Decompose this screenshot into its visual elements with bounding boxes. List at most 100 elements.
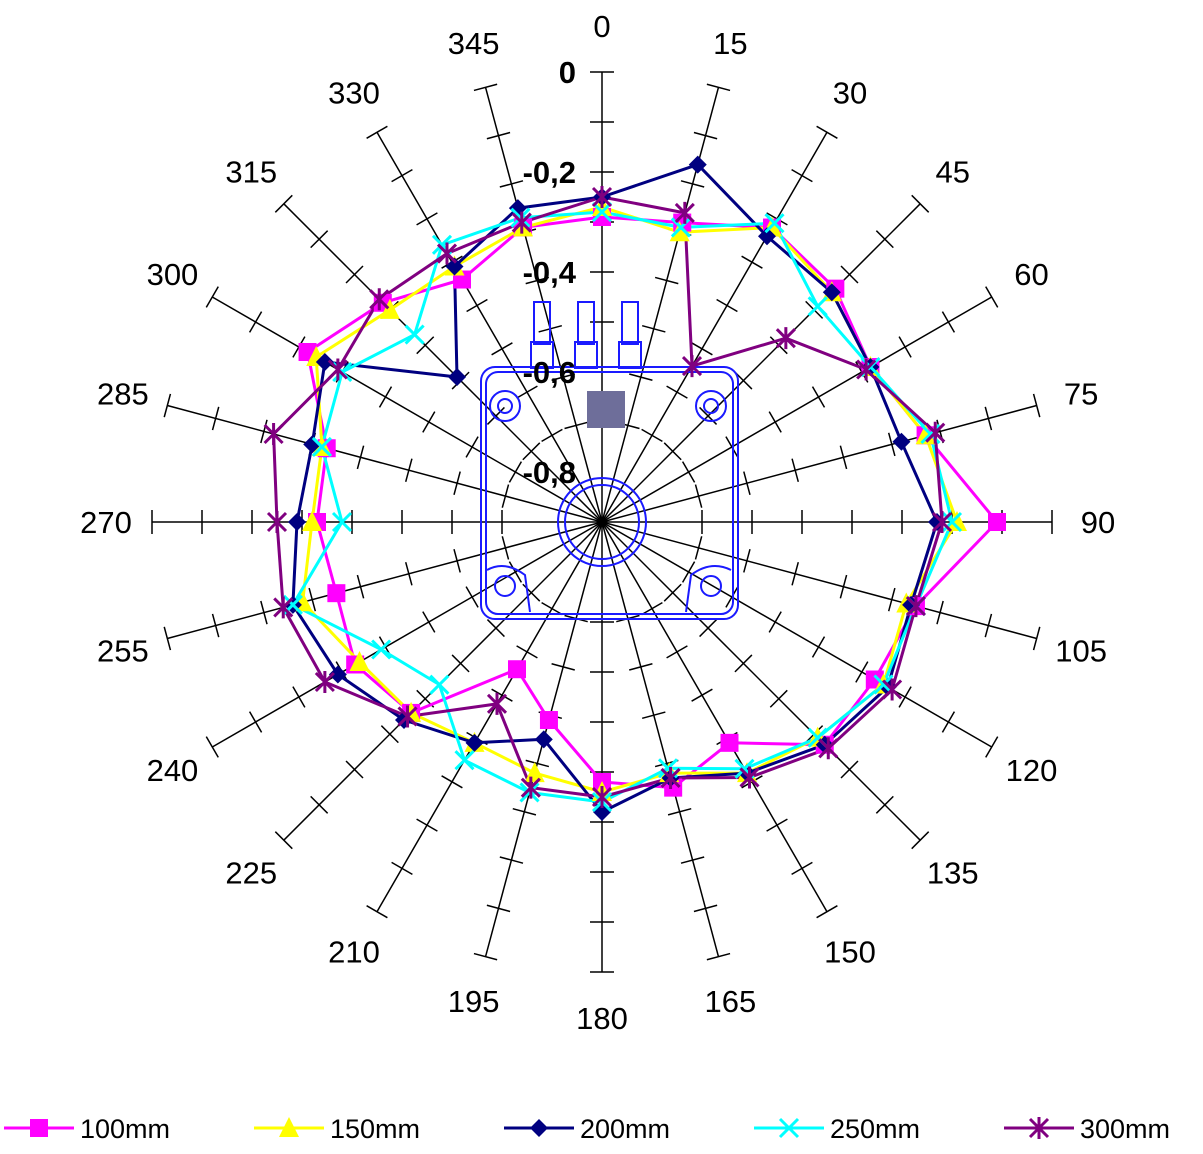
data-point-100mm-210 [508,660,526,679]
spoke-120 [601,521,993,748]
data-point-300mm-270 [266,511,288,533]
tick-mark [936,600,944,625]
radial-tick-label: -0,8 [523,455,576,490]
legend-marker-100mm [30,1119,48,1137]
tick-mark [366,125,388,139]
legend-marker-200mm [530,1119,548,1137]
data-point-300mm-210 [486,692,508,715]
tick-mark [260,600,268,625]
legend-label-250mm: 250mm [830,1114,920,1144]
tick-mark [743,471,751,495]
angle-label-210: 210 [328,935,380,970]
tick-mark [680,856,705,864]
legend-label-100mm: 100mm [80,1114,170,1144]
spoke-300 [211,296,603,523]
tick-mark [768,411,782,433]
tick-mark [465,436,479,458]
spoke-105 [601,521,1037,640]
tick-mark [453,549,461,573]
tick-mark [716,298,738,313]
angle-label-150: 150 [824,935,876,970]
chart-labels: 0 15 30 45 60 75 90 105 120 135 150 165 180 195 210 225… [80,9,1115,1036]
data-point-250mm-315 [404,324,425,345]
tick-mark [666,645,688,659]
data-point-300mm-30 [681,355,703,378]
spoke-330 [376,131,603,523]
tick-mark [855,661,869,683]
data-point-300mm-105 [905,595,926,618]
data-point-250mm-270 [331,511,353,533]
tick-mark [911,831,930,850]
data-point-300mm-345 [511,211,532,234]
tick-mark [205,286,219,308]
tick-mark [984,613,993,638]
tick-mark [541,601,563,616]
angle-label-300: 300 [147,257,199,292]
tick-mark [667,807,692,816]
tick-mark [356,445,365,470]
data-point-300mm-195 [520,776,541,799]
tick-mark [501,484,510,508]
tick-mark [663,583,682,602]
data-point-250mm-225 [429,674,450,695]
tick-mark [516,385,538,399]
tick-mark [308,587,317,612]
tick-mark [666,385,688,399]
angle-label-285: 285 [97,377,149,412]
data-point-250mm-30 [764,213,785,234]
data-point-300mm-15 [674,201,695,224]
tick-mark [629,663,653,671]
angle-label-135: 135 [927,856,979,891]
data-point-200mm-195 [534,730,553,749]
data-point-300mm-300 [327,358,348,381]
data-point-300mm-120 [882,678,903,701]
data-point-300mm-0 [591,186,613,208]
tick-mark [791,168,813,183]
tick-mark [356,574,365,599]
tick-mark [486,406,505,425]
tick-mark [391,861,413,876]
angle-label-270: 270 [80,505,132,540]
tick-mark [840,760,859,779]
data-point-300mm-45 [775,327,796,350]
data-point-300mm-135 [818,737,839,760]
data-point-300mm-180 [591,786,613,808]
tick-mark [985,286,999,308]
spoke-315 [283,203,603,523]
legend-label-300mm: 300mm [1080,1114,1170,1144]
tick-mark [453,471,461,495]
tick-mark [887,587,896,612]
angle-label-60: 60 [1014,257,1048,292]
spoke-15 [601,87,720,523]
tick-mark [641,428,663,443]
tick-mark [525,759,550,768]
radial-tick-label: -0,4 [523,255,577,290]
spoke-240 [211,521,603,748]
tick-mark [691,688,713,702]
angle-label-345: 345 [448,26,500,61]
tick-mark [898,336,912,358]
angle-label-15: 15 [713,26,747,61]
legend: 100mm 150mm 200mm 250mm 300mm [4,1114,1170,1144]
tick-mark [274,831,293,850]
radial-tick-label: -0,6 [523,355,576,390]
spoke-60 [601,296,993,523]
data-point-100mm-255 [327,584,346,603]
data-point-250mm-210 [454,750,475,771]
sensor-element [587,391,625,428]
tick-mark [564,421,588,430]
tick-mark [725,436,739,458]
spoke-45 [601,203,921,523]
tick-mark [887,432,896,457]
tick-mark [768,611,782,633]
spoke-135 [601,521,921,841]
tick-mark [525,276,550,285]
spoke-210 [376,521,603,913]
tick-mark [1032,626,1041,651]
tick-mark [984,406,993,431]
tick-mark [441,775,463,789]
data-point-200mm-315 [448,368,467,387]
tick-mark [681,561,696,583]
tick-mark [345,760,364,779]
tick-mark [310,230,329,249]
